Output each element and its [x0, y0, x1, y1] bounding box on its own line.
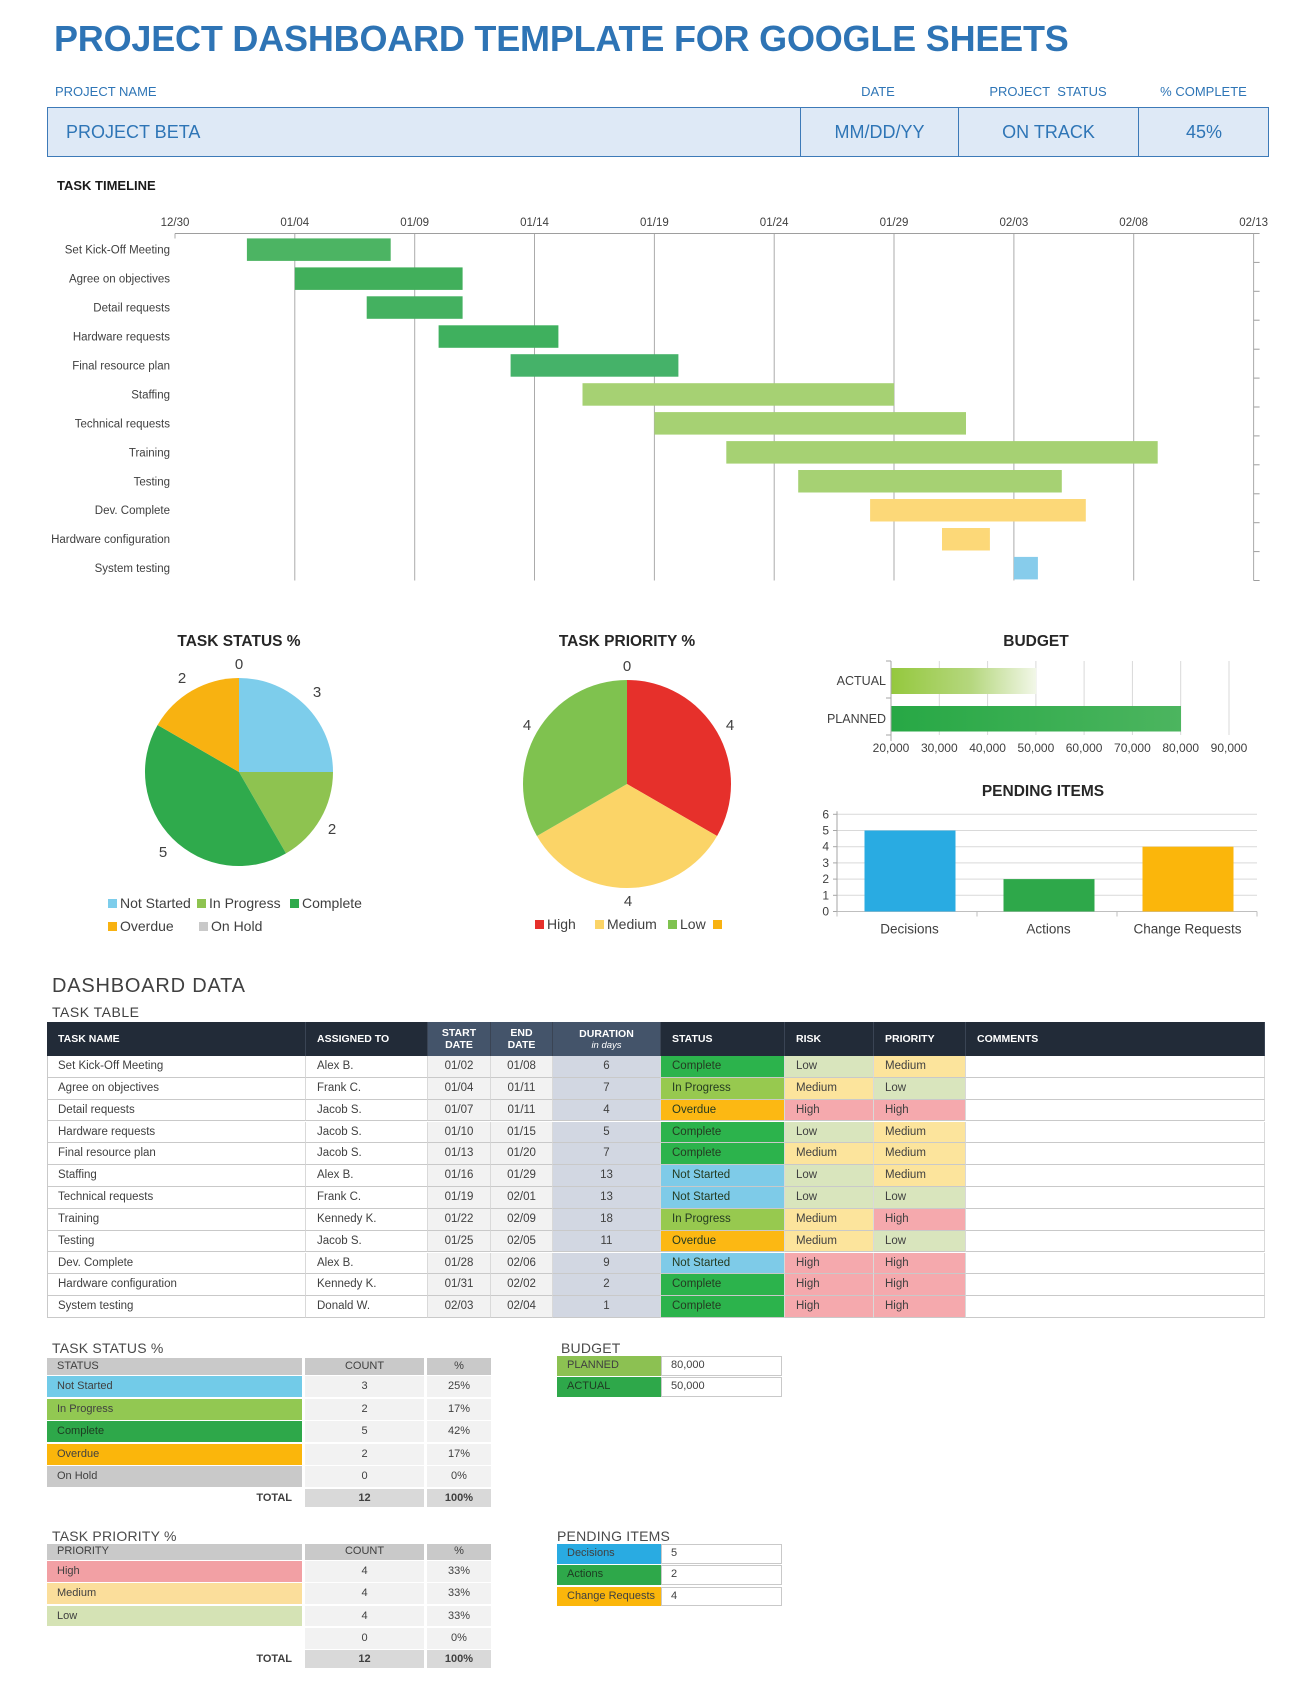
svg-text:40,000: 40,000: [969, 741, 1006, 755]
svg-text:6: 6: [822, 807, 829, 821]
svg-text:Set Kick-Off Meeting: Set Kick-Off Meeting: [65, 245, 170, 257]
svg-text:Actions: Actions: [1026, 922, 1071, 937]
svg-text:Complete: Complete: [302, 895, 362, 911]
svg-text:4: 4: [822, 840, 829, 854]
svg-text:20,000: 20,000: [873, 741, 910, 755]
svg-text:01/29: 01/29: [880, 217, 909, 229]
svg-text:Detail requests: Detail requests: [93, 303, 170, 315]
svg-text:60,000: 60,000: [1066, 741, 1103, 755]
svg-text:4: 4: [726, 717, 734, 734]
svg-text:Technical requests: Technical requests: [75, 418, 170, 430]
svg-text:5: 5: [159, 844, 167, 861]
svg-text:Not Started: Not Started: [120, 895, 191, 911]
svg-text:Overdue: Overdue: [120, 918, 174, 934]
svg-text:0: 0: [822, 905, 829, 919]
svg-text:Training: Training: [129, 447, 170, 459]
svg-text:Decisions: Decisions: [880, 922, 939, 937]
svg-text:12/30: 12/30: [161, 217, 190, 229]
svg-text:Dev. Complete: Dev. Complete: [95, 505, 170, 517]
svg-text:BUDGET: BUDGET: [1003, 633, 1069, 650]
svg-text:ACTUAL: ACTUAL: [837, 674, 886, 688]
svg-text:2: 2: [822, 872, 829, 886]
svg-text:In Progress: In Progress: [209, 895, 281, 911]
svg-text:Change Requests: Change Requests: [1133, 922, 1241, 937]
svg-text:4: 4: [624, 893, 632, 910]
svg-text:01/19: 01/19: [640, 217, 669, 229]
svg-text:2: 2: [178, 670, 186, 687]
svg-text:4: 4: [523, 717, 531, 734]
svg-text:TASK PRIORITY %: TASK PRIORITY %: [559, 633, 696, 650]
svg-text:01/24: 01/24: [760, 217, 789, 229]
svg-text:TASK STATUS %: TASK STATUS %: [177, 633, 300, 650]
svg-text:02/13: 02/13: [1239, 217, 1268, 229]
svg-text:5: 5: [822, 824, 829, 838]
svg-text:3: 3: [822, 856, 829, 870]
svg-text:1: 1: [822, 888, 829, 902]
svg-text:70,000: 70,000: [1114, 741, 1151, 755]
svg-text:High: High: [547, 916, 576, 932]
svg-text:Testing: Testing: [134, 476, 170, 488]
svg-text:50,000: 50,000: [1018, 741, 1055, 755]
svg-text:Medium: Medium: [607, 916, 657, 932]
svg-text:01/04: 01/04: [280, 217, 309, 229]
svg-text:01/09: 01/09: [400, 217, 429, 229]
svg-text:On Hold: On Hold: [211, 918, 262, 934]
svg-text:Agree on objectives: Agree on objectives: [69, 274, 170, 286]
svg-text:Hardware requests: Hardware requests: [73, 332, 170, 344]
svg-text:System testing: System testing: [95, 563, 170, 575]
svg-text:0: 0: [623, 658, 631, 675]
svg-text:01/14: 01/14: [520, 217, 549, 229]
svg-text:30,000: 30,000: [921, 741, 958, 755]
svg-text:0: 0: [235, 656, 243, 673]
svg-text:90,000: 90,000: [1211, 741, 1248, 755]
svg-text:PENDING ITEMS: PENDING ITEMS: [982, 783, 1104, 800]
svg-text:02/03: 02/03: [1000, 217, 1029, 229]
svg-text:02/08: 02/08: [1119, 217, 1148, 229]
svg-text:Low: Low: [680, 916, 707, 932]
svg-text:Hardware configuration: Hardware configuration: [51, 534, 170, 546]
svg-text:Final resource plan: Final resource plan: [72, 361, 170, 373]
svg-text:80,000: 80,000: [1162, 741, 1199, 755]
svg-text:Staffing: Staffing: [131, 389, 170, 401]
svg-text:PLANNED: PLANNED: [827, 712, 886, 726]
svg-text:3: 3: [313, 684, 321, 701]
svg-text:2: 2: [328, 821, 336, 838]
